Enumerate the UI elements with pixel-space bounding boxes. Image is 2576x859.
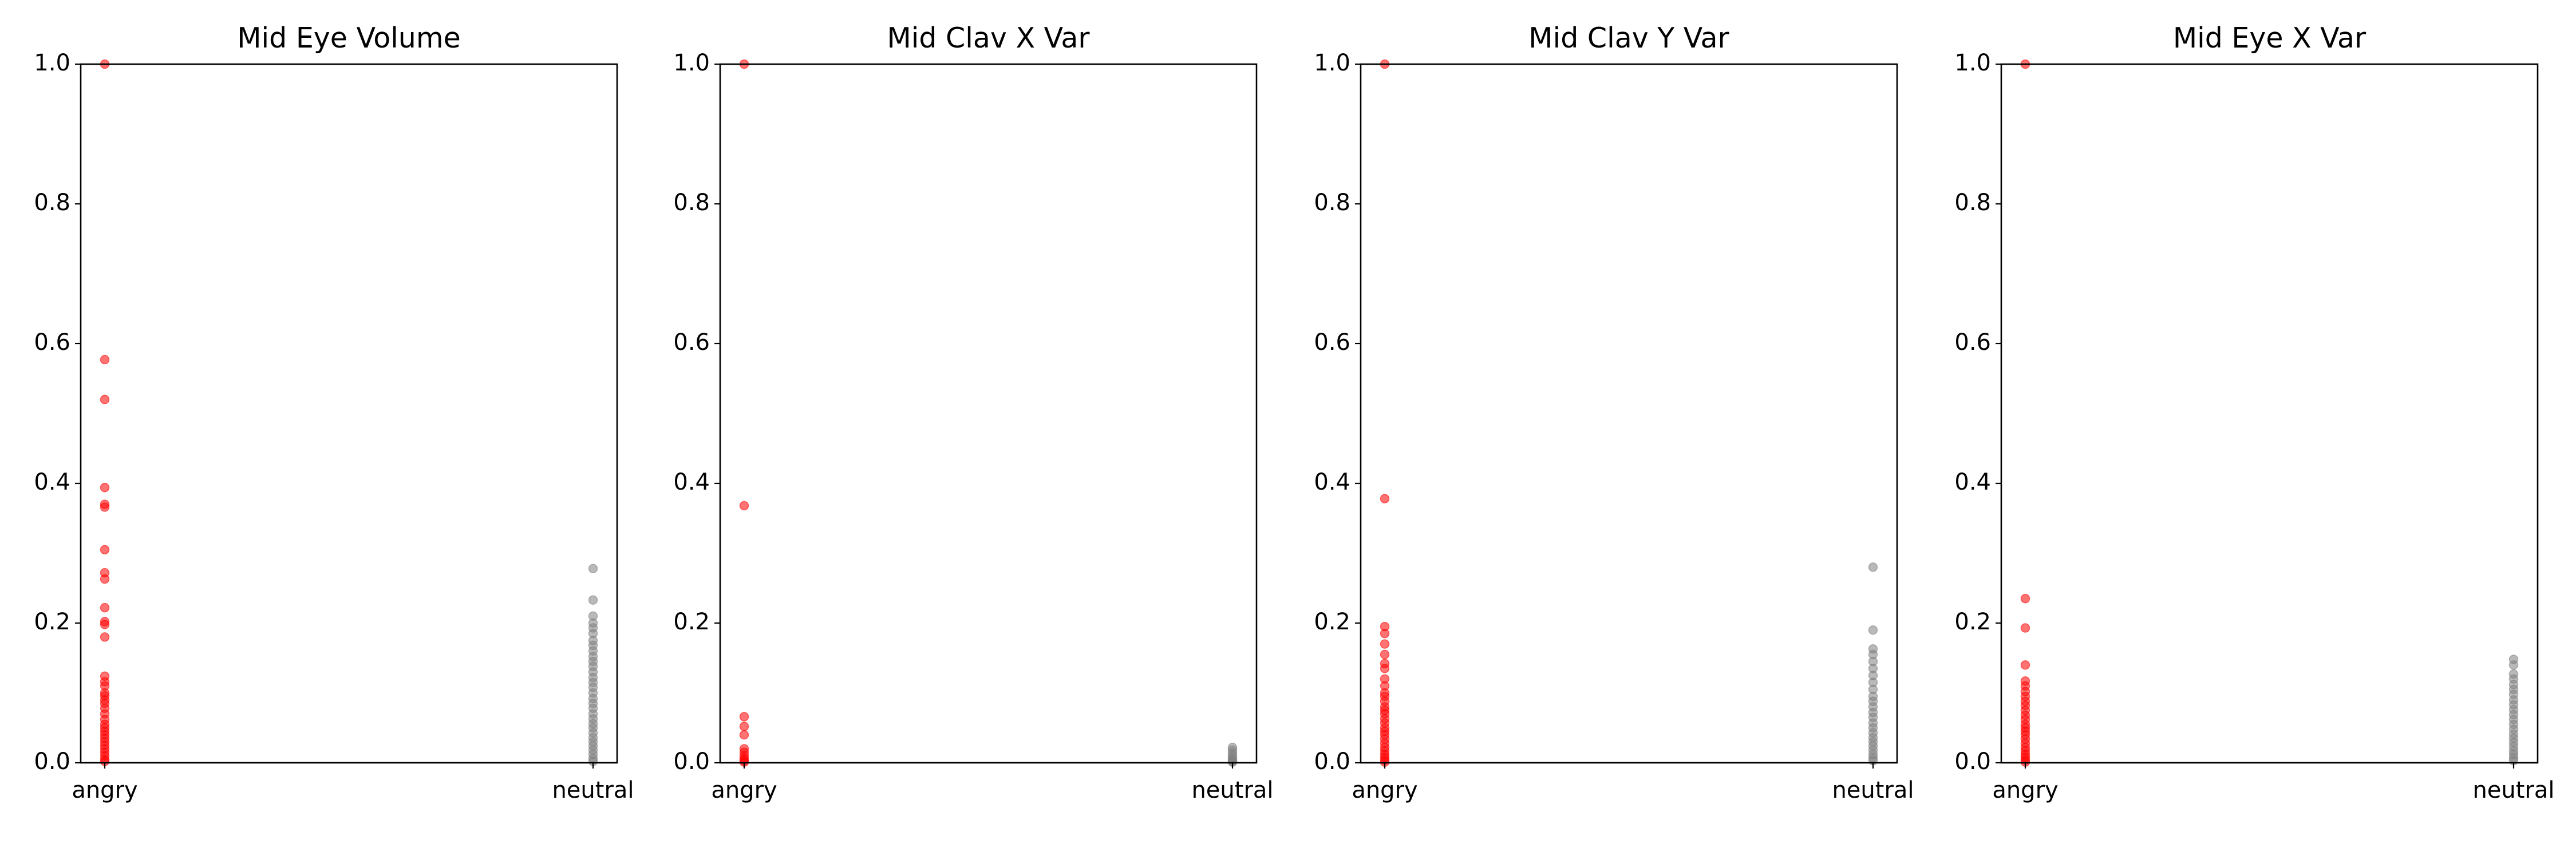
y-tick-label: 0.6 [1954, 329, 1991, 356]
y-tick-label: 1.0 [34, 50, 70, 76]
data-point [100, 483, 110, 492]
chart-panel: Mid Clav X Var 0.0 0.2 0.4 0.6 0.8 1.0 angry neu… [673, 22, 1273, 803]
y-tick-label: 1.0 [673, 50, 710, 76]
y-tick-label: 0.4 [1314, 469, 1350, 495]
data-point [100, 620, 110, 629]
data-point [739, 722, 749, 731]
x-tick-label: angry [1992, 777, 2058, 803]
data-point [2020, 623, 2030, 633]
y-tick-label: 0.4 [1954, 469, 1991, 495]
chart-title: Mid Eye Volume [237, 22, 461, 54]
data-point [1380, 664, 1390, 673]
y-tick-label: 0.2 [673, 609, 710, 635]
chart-panel: Mid Eye X Var 0.0 0.2 0.4 0.6 0.8 1.0 angry neut… [1954, 22, 2554, 803]
x-tick-label: neutral [1191, 777, 1273, 803]
y-tick-label: 0.8 [1954, 190, 1991, 216]
y-tick-label: 1.0 [1314, 50, 1350, 76]
axes-frame [1360, 63, 1898, 764]
data-point [1868, 625, 1878, 635]
data-point [588, 595, 598, 605]
series-angry [739, 59, 749, 767]
y-tick-label: 0.6 [673, 329, 710, 356]
y-tick-label: 0.2 [1954, 609, 1991, 635]
y-tick-label: 1.0 [1954, 50, 1991, 76]
y-tick-label: 0.4 [34, 469, 70, 495]
axes-frame [80, 63, 618, 764]
y-tick-label: 0.0 [1954, 748, 1991, 775]
series-neutral [2508, 655, 2519, 766]
y-tick-label: 0.0 [673, 748, 710, 775]
x-tick-label: angry [711, 777, 777, 803]
panels: Mid Eye Volume 0.0 0.2 0.4 0.6 0.8 1.0 angry neu… [34, 22, 2554, 803]
data-point [100, 545, 110, 555]
data-point [100, 602, 110, 613]
x-tick-label: neutral [1832, 777, 1914, 803]
y-tick-label: 0.0 [1314, 748, 1350, 775]
data-point [739, 501, 749, 511]
y-tick-label: 0.8 [1314, 190, 1350, 216]
data-point [1380, 639, 1390, 649]
series-neutral [588, 564, 598, 766]
y-tick-label: 0.2 [1314, 609, 1350, 635]
chart-panel: Mid Eye Volume 0.0 0.2 0.4 0.6 0.8 1.0 angry neu… [34, 22, 634, 803]
series-neutral [1868, 562, 1878, 766]
data-point [100, 632, 110, 642]
x-tick-label: angry [72, 777, 137, 803]
data-point [2508, 660, 2519, 670]
chart-title: Mid Eye X Var [2173, 22, 2366, 54]
data-point [588, 564, 598, 574]
chart-title: Mid Clav Y Var [1528, 22, 1729, 54]
data-point [1868, 562, 1878, 572]
y-tick-label: 0.4 [673, 469, 710, 495]
x-tick-label: angry [1352, 777, 1417, 803]
data-point [739, 712, 749, 722]
data-point [1380, 494, 1390, 504]
data-point [2020, 660, 2030, 670]
y-tick-label: 0.8 [34, 190, 70, 216]
chart-panel: Mid Clav Y Var 0.0 0.2 0.4 0.6 0.8 1.0 angry neu… [1314, 22, 1914, 803]
series-angry [100, 59, 110, 766]
y-tick-label: 0.6 [34, 329, 70, 356]
axes-frame [719, 63, 1258, 764]
data-point [100, 502, 110, 512]
y-tick-label: 0.8 [673, 190, 710, 216]
data-point [100, 354, 110, 365]
y-tick-label: 0.0 [34, 748, 70, 775]
data-point [2020, 594, 2030, 604]
y-tick-label: 0.2 [34, 609, 70, 635]
data-point [100, 395, 110, 404]
data-point [1380, 649, 1390, 660]
y-tick-label: 0.6 [1314, 329, 1350, 356]
series-angry [1380, 59, 1390, 767]
axes-frame [2000, 63, 2539, 764]
data-point [739, 730, 749, 740]
chart-title: Mid Clav X Var [887, 22, 1090, 54]
data-point [1380, 629, 1390, 639]
data-point [100, 574, 110, 584]
x-tick-label: neutral [552, 777, 634, 803]
x-tick-label: neutral [2472, 777, 2554, 803]
